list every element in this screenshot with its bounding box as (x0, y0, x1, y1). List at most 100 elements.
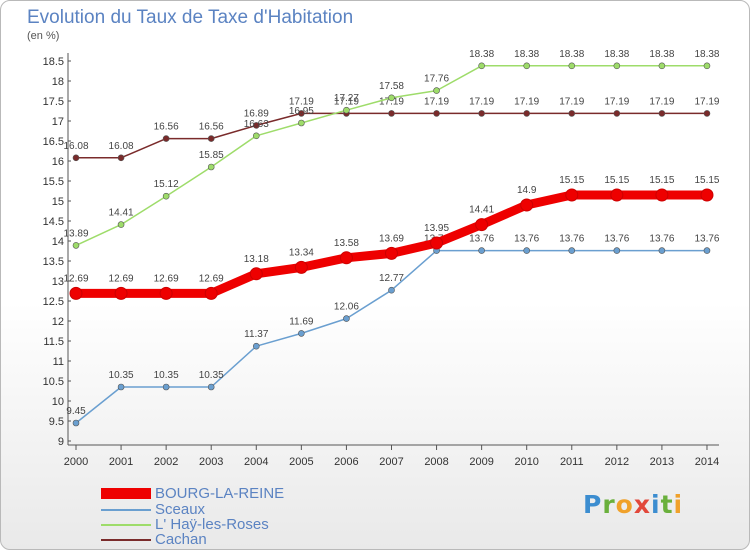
data-label: 13.76 (649, 234, 674, 245)
data-label: 13.76 (604, 234, 629, 245)
data-point (703, 62, 711, 70)
data-label: 17.19 (469, 96, 494, 107)
x-tick-label: 2001 (109, 456, 133, 468)
data-point (433, 87, 440, 94)
data-label: 18.38 (694, 49, 719, 60)
data-point (204, 286, 218, 300)
chart-unit: (en %) (27, 30, 60, 42)
y-tick-label: 11.5 (43, 336, 64, 348)
data-point (69, 286, 83, 300)
data-label: 15.12 (154, 179, 179, 190)
data-point (298, 330, 305, 337)
data-label: 11.69 (289, 316, 314, 327)
data-label: 12.69 (109, 273, 134, 284)
x-tick-label: 2004 (244, 456, 268, 468)
data-label: 13.95 (424, 223, 449, 234)
data-label: 12.06 (334, 302, 359, 313)
data-label: 17.76 (424, 74, 449, 85)
data-point (478, 110, 485, 117)
data-point (613, 110, 621, 117)
data-label: 18.38 (559, 49, 584, 60)
y-tick-label: 9 (58, 436, 64, 448)
data-label: 17.19 (694, 96, 719, 107)
data-label: 17.19 (514, 96, 539, 107)
data-label: 18.38 (514, 49, 539, 60)
data-point (252, 132, 260, 140)
data-point (565, 188, 579, 202)
data-point (252, 342, 260, 350)
data-label: 16.56 (154, 122, 179, 133)
y-tick-label: 9.5 (49, 416, 64, 428)
y-tick-label: 15 (52, 196, 64, 208)
data-point (388, 94, 395, 102)
data-point (384, 246, 398, 260)
data-label: 16.89 (244, 108, 269, 119)
y-tick-label: 18.5 (43, 56, 64, 68)
data-label: 10.35 (109, 370, 134, 381)
data-label: 18.38 (649, 49, 674, 60)
y-tick-label: 10 (52, 396, 64, 408)
data-point (388, 286, 395, 294)
data-label: 13.76 (514, 234, 539, 245)
data-label: 15.15 (649, 175, 674, 186)
data-point (388, 110, 395, 117)
y-tick-label: 11 (53, 356, 64, 368)
data-label: 17.19 (559, 96, 584, 107)
data-label: 16.56 (199, 122, 224, 133)
data-label: 14.41 (469, 205, 494, 216)
x-tick-label: 2003 (199, 456, 223, 468)
data-label: 13.18 (244, 254, 269, 265)
data-point (433, 110, 440, 117)
data-label: 10.35 (199, 370, 224, 381)
x-tick-label: 2012 (605, 456, 629, 468)
data-point (478, 247, 485, 254)
data-point (568, 110, 576, 117)
data-label: 13.34 (289, 247, 314, 258)
data-label: 16.08 (109, 141, 134, 152)
chart-title: Evolution du Taux de Taxe d'Habitation (27, 7, 354, 28)
data-point (568, 247, 576, 254)
data-point (343, 315, 350, 322)
data-point (207, 163, 215, 171)
data-point (613, 62, 621, 70)
y-tick-label: 14.5 (43, 216, 64, 228)
data-point (523, 110, 531, 117)
data-label: 11.37 (244, 329, 269, 340)
data-label: 13.76 (469, 234, 494, 245)
x-tick-label: 2007 (379, 456, 403, 468)
data-point (610, 188, 624, 202)
data-label: 15.15 (694, 175, 719, 186)
series-line-l-ha-les-roses (75, 65, 708, 247)
data-point (475, 218, 489, 232)
series-line-cachan (75, 112, 708, 159)
data-point (159, 286, 173, 300)
data-point (520, 198, 534, 212)
legend-label: Sceaux (155, 501, 206, 518)
data-label: 15.15 (559, 175, 584, 186)
data-label: 16.95 (289, 106, 314, 117)
x-tick-label: 2009 (469, 456, 493, 468)
data-point (117, 221, 125, 228)
data-label: 14.41 (109, 208, 134, 219)
data-point (343, 106, 350, 114)
x-tick-label: 2011 (560, 456, 584, 468)
data-label: 17.19 (604, 96, 629, 107)
data-point (162, 135, 170, 142)
y-tick-label: 13.5 (43, 256, 64, 268)
x-tick-label: 2000 (64, 456, 88, 468)
y-tick-label: 16 (52, 156, 64, 168)
data-point (703, 110, 711, 117)
data-point (700, 188, 714, 202)
data-label: 18.38 (604, 49, 629, 60)
data-point (207, 135, 215, 142)
data-label: 13.89 (63, 228, 88, 239)
data-point (294, 260, 308, 274)
x-tick-label: 2014 (695, 456, 719, 468)
data-point (568, 62, 576, 70)
x-tick-label: 2010 (514, 456, 538, 468)
data-point (523, 62, 531, 70)
data-label: 17.19 (379, 96, 404, 107)
y-tick-label: 18 (52, 76, 64, 88)
